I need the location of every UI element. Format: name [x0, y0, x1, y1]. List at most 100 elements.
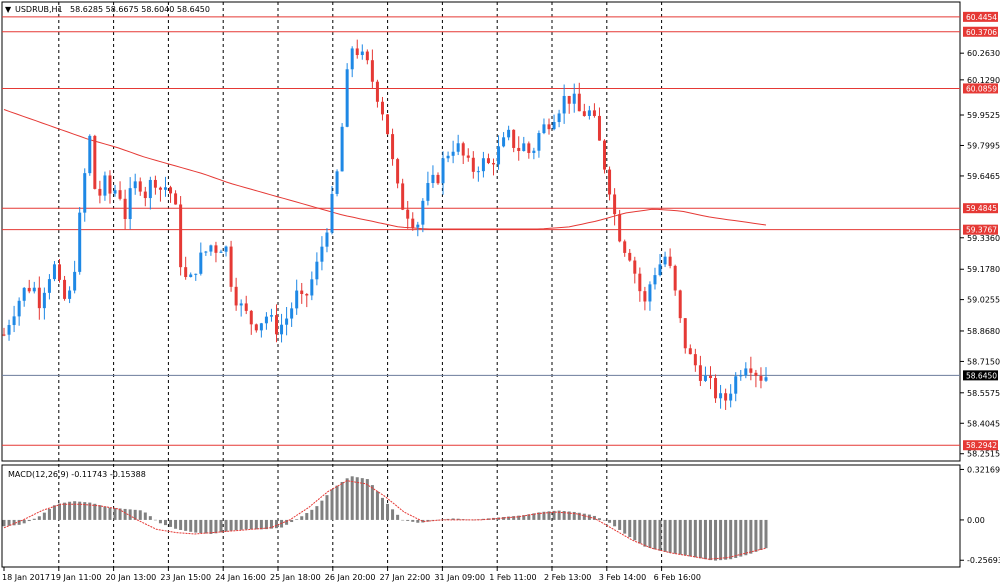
- candle-body[interactable]: [729, 393, 733, 401]
- candle-body[interactable]: [386, 114, 390, 135]
- candle-body[interactable]: [522, 143, 526, 151]
- candle-body[interactable]: [719, 393, 723, 399]
- candle-body[interactable]: [47, 279, 51, 293]
- candle-body[interactable]: [532, 150, 536, 153]
- candle-body[interactable]: [603, 140, 607, 170]
- candle-body[interactable]: [52, 264, 56, 280]
- candle-body[interactable]: [749, 368, 753, 373]
- candle-body[interactable]: [411, 218, 415, 228]
- candle-body[interactable]: [486, 158, 490, 164]
- candle-body[interactable]: [512, 129, 516, 148]
- candle-body[interactable]: [592, 110, 596, 116]
- candle-body[interactable]: [305, 293, 309, 296]
- candle-body[interactable]: [623, 241, 627, 253]
- candle-body[interactable]: [658, 264, 662, 276]
- candle-body[interactable]: [335, 171, 339, 194]
- macd-indicator[interactable]: 0.32169 0.00 -0.25693: [2, 465, 1000, 565]
- candle-body[interactable]: [668, 256, 672, 266]
- candle-body[interactable]: [764, 377, 768, 381]
- candle-body[interactable]: [133, 181, 137, 189]
- candle-body[interactable]: [693, 354, 697, 366]
- candle-body[interactable]: [724, 393, 728, 401]
- candle-body[interactable]: [497, 146, 501, 165]
- candle-body[interactable]: [416, 224, 420, 228]
- candle-body[interactable]: [214, 245, 218, 253]
- candle-body[interactable]: [708, 375, 712, 379]
- candle-body[interactable]: [194, 273, 198, 275]
- candles-layer[interactable]: [2, 39, 768, 410]
- candle-body[interactable]: [582, 111, 586, 116]
- candle-body[interactable]: [481, 158, 485, 172]
- candle-body[interactable]: [350, 48, 354, 70]
- candle-body[interactable]: [249, 310, 253, 325]
- candle-body[interactable]: [759, 375, 763, 381]
- candle-body[interactable]: [204, 251, 208, 253]
- candle-body[interactable]: [98, 188, 102, 196]
- candle-body[interactable]: [421, 200, 425, 225]
- candle-body[interactable]: [123, 198, 127, 220]
- chart-menu-arrow-icon[interactable]: ▼: [5, 5, 12, 14]
- candle-body[interactable]: [148, 179, 152, 199]
- candle-body[interactable]: [375, 81, 379, 102]
- candle-body[interactable]: [441, 158, 445, 184]
- candle-body[interactable]: [239, 303, 243, 306]
- candle-body[interactable]: [320, 246, 324, 262]
- candle-body[interactable]: [714, 378, 718, 399]
- candle-body[interactable]: [42, 292, 46, 309]
- candle-body[interactable]: [113, 190, 117, 194]
- candle-body[interactable]: [491, 163, 495, 165]
- candle-body[interactable]: [12, 316, 16, 326]
- candle-body[interactable]: [234, 286, 238, 306]
- candle-body[interactable]: [73, 271, 77, 291]
- candle-body[interactable]: [577, 93, 581, 112]
- candle-body[interactable]: [340, 126, 344, 172]
- candle-body[interactable]: [739, 375, 743, 377]
- candle-body[interactable]: [254, 324, 258, 331]
- candle-body[interactable]: [557, 113, 561, 123]
- candle-body[interactable]: [17, 300, 21, 317]
- candle-body[interactable]: [653, 275, 657, 285]
- candle-body[interactable]: [466, 155, 470, 158]
- candle-body[interactable]: [300, 290, 304, 294]
- candle-body[interactable]: [219, 251, 223, 253]
- candle-body[interactable]: [562, 95, 566, 114]
- candle-body[interactable]: [734, 376, 738, 394]
- candle-body[interactable]: [436, 174, 440, 184]
- candle-body[interactable]: [259, 323, 263, 331]
- candle-body[interactable]: [431, 174, 435, 184]
- candle-body[interactable]: [360, 51, 364, 56]
- candle-body[interactable]: [108, 175, 112, 194]
- candle-body[interactable]: [78, 212, 82, 272]
- candle-body[interactable]: [68, 290, 72, 299]
- candle-body[interactable]: [169, 187, 173, 194]
- candle-body[interactable]: [456, 143, 460, 152]
- candle-body[interactable]: [396, 159, 400, 184]
- candle-body[interactable]: [537, 133, 541, 151]
- candle-body[interactable]: [83, 173, 87, 213]
- candle-body[interactable]: [355, 48, 359, 56]
- candle-body[interactable]: [678, 290, 682, 319]
- candle-body[interactable]: [103, 175, 107, 196]
- candle-body[interactable]: [461, 143, 465, 156]
- candle-body[interactable]: [63, 279, 67, 299]
- candle-body[interactable]: [229, 246, 233, 287]
- candle-body[interactable]: [547, 124, 551, 130]
- candle-body[interactable]: [32, 287, 36, 292]
- candle-body[interactable]: [471, 157, 475, 172]
- candle-body[interactable]: [138, 181, 142, 192]
- candle-body[interactable]: [401, 183, 405, 210]
- candle-body[interactable]: [507, 129, 511, 138]
- candle-body[interactable]: [648, 284, 652, 302]
- candle-body[interactable]: [209, 245, 213, 252]
- candle-body[interactable]: [22, 287, 26, 301]
- candle-body[interactable]: [608, 169, 612, 195]
- candle-body[interactable]: [199, 252, 203, 274]
- price-axis[interactable]: 60.2630 60.1290 59.9525 59.7995 59.6465 59.33…: [960, 49, 1000, 459]
- candle-body[interactable]: [58, 264, 62, 280]
- candle-body[interactable]: [27, 287, 31, 292]
- candle-body[interactable]: [698, 365, 702, 381]
- candle-body[interactable]: [476, 171, 480, 173]
- candle-body[interactable]: [628, 252, 632, 261]
- candle-body[interactable]: [290, 308, 294, 319]
- candle-body[interactable]: [285, 318, 289, 325]
